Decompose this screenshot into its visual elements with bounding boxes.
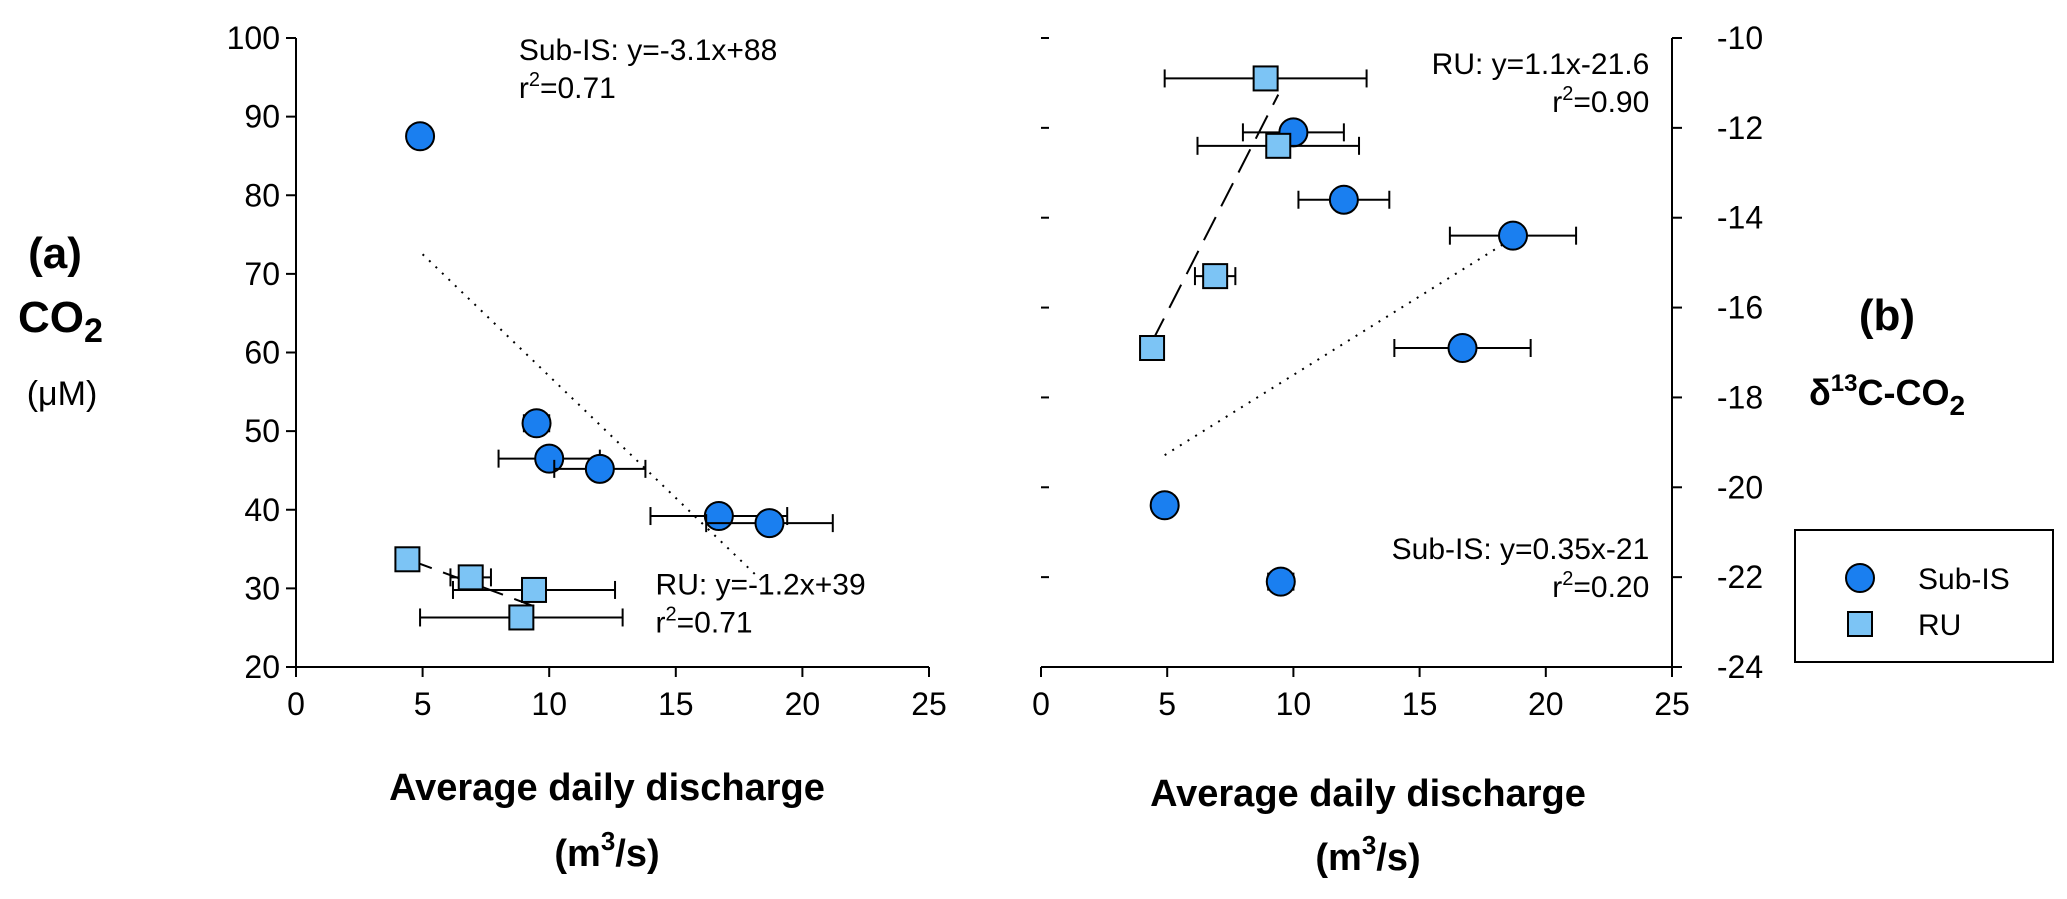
x-tick-label: 25 <box>1654 686 1690 722</box>
point-ru <box>1265 132 1292 159</box>
panel-a-ylabel-sub: 2 <box>84 312 103 350</box>
chart-a: 20 30 40 50 60 70 80 90 100 0 5 10 15 20 25 Sub-IS: y=-… <box>227 20 947 722</box>
panel-a-ylabel-unit: (μM) <box>27 375 98 413</box>
point-sub_is <box>521 408 552 439</box>
fit-line-sub_is <box>421 253 766 584</box>
fit-line-ru <box>1151 94 1280 343</box>
legend-box <box>1794 529 2054 663</box>
panel-b-xlabel-line1: Average daily discharge <box>1150 773 1586 815</box>
panel-a-xlabel-line1: Average daily discharge <box>389 767 825 809</box>
point-sub_is <box>405 121 436 152</box>
panel-a-ylabel-main: CO <box>18 293 84 342</box>
legend-label-sub_is: Sub-IS <box>1918 563 2010 596</box>
point-sub_is <box>1149 490 1180 521</box>
y-tick-label: 30 <box>244 570 280 606</box>
legend-marker-ru <box>1847 611 1873 637</box>
x-tick-label: 10 <box>531 686 567 722</box>
x-tick-label: 5 <box>1158 686 1176 722</box>
y-tick-label: 100 <box>227 20 280 56</box>
point-ru <box>1139 335 1166 362</box>
point-ru <box>521 576 548 603</box>
point-sub_is <box>754 508 785 539</box>
legend-label-ru: RU <box>1918 609 1961 642</box>
point-sub_is <box>1497 220 1528 251</box>
fit-r2: r2=0.71 <box>519 69 616 105</box>
y-tick-label: -18 <box>1717 379 1763 415</box>
panel-b-ylabel: δ13C-CO2 <box>1809 370 1965 421</box>
panel-a-xlabel-line2: (m3/s) <box>554 826 659 875</box>
point-sub_is <box>534 443 565 474</box>
fit-r2: r2=0.71 <box>656 604 753 640</box>
y-tick-label: 80 <box>244 177 280 213</box>
fit-r2: r2=0.20 <box>1552 568 1649 604</box>
point-sub_is <box>584 453 615 484</box>
point-sub_is <box>1328 184 1359 215</box>
x-tick-label: 20 <box>1528 686 1564 722</box>
fit-equation: RU: y=-1.2x+39 <box>656 569 866 602</box>
x-tick-label: 25 <box>911 686 947 722</box>
y-tick-label: -16 <box>1717 290 1763 326</box>
y-tick-label: 60 <box>244 335 280 371</box>
y-tick-label: -22 <box>1717 559 1763 595</box>
y-tick-label: 20 <box>244 649 280 685</box>
point-sub_is <box>1447 333 1478 364</box>
x-tick-label: 5 <box>414 686 432 722</box>
panel-b-letter: (b) <box>1859 291 1915 340</box>
y-tick-label: -12 <box>1717 110 1763 146</box>
point-ru <box>1252 65 1279 92</box>
legend-marker-sub_is <box>1845 563 1875 593</box>
x-tick-label: 20 <box>785 686 821 722</box>
panel-a-ylabel: CO2 <box>18 293 103 350</box>
fit-equation: Sub-IS: y=0.35x-21 <box>1392 533 1650 566</box>
point-sub_is <box>703 501 734 532</box>
x-tick-label: 15 <box>1402 686 1438 722</box>
point-ru <box>394 546 421 573</box>
x-tick-label: 0 <box>287 686 305 722</box>
point-ru <box>457 564 484 591</box>
y-tick-label: 70 <box>244 256 280 292</box>
y-tick-label: 90 <box>244 99 280 135</box>
y-tick-label: 40 <box>244 492 280 528</box>
panel-a-letter: (a) <box>28 229 82 278</box>
point-ru <box>508 604 535 631</box>
point-ru <box>1202 263 1229 290</box>
y-tick-label: -24 <box>1717 649 1763 685</box>
y-tick-label: 50 <box>244 413 280 449</box>
fit-equation: RU: y=1.1x-21.6 <box>1432 48 1650 81</box>
legend: Sub-IS RU <box>1794 529 2054 663</box>
fit-equation: Sub-IS: y=-3.1x+88 <box>519 34 778 67</box>
x-tick-label: 15 <box>658 686 694 722</box>
fit-line-ru <box>407 558 535 608</box>
chart-b: -24 -22 -20 -18 -16 -14 -12 -10 0 5 10 15 20 25 RU: y=… <box>1032 20 1763 722</box>
panel-b-xlabel-line2: (m3/s) <box>1315 830 1420 879</box>
y-tick-label: -20 <box>1717 469 1763 505</box>
point-sub_is <box>1265 566 1296 597</box>
x-tick-label: 0 <box>1032 686 1050 722</box>
y-tick-label: -14 <box>1717 200 1763 236</box>
y-tick-label: -10 <box>1717 20 1763 56</box>
fit-r2: r2=0.90 <box>1552 83 1649 119</box>
x-tick-label: 10 <box>1276 686 1312 722</box>
